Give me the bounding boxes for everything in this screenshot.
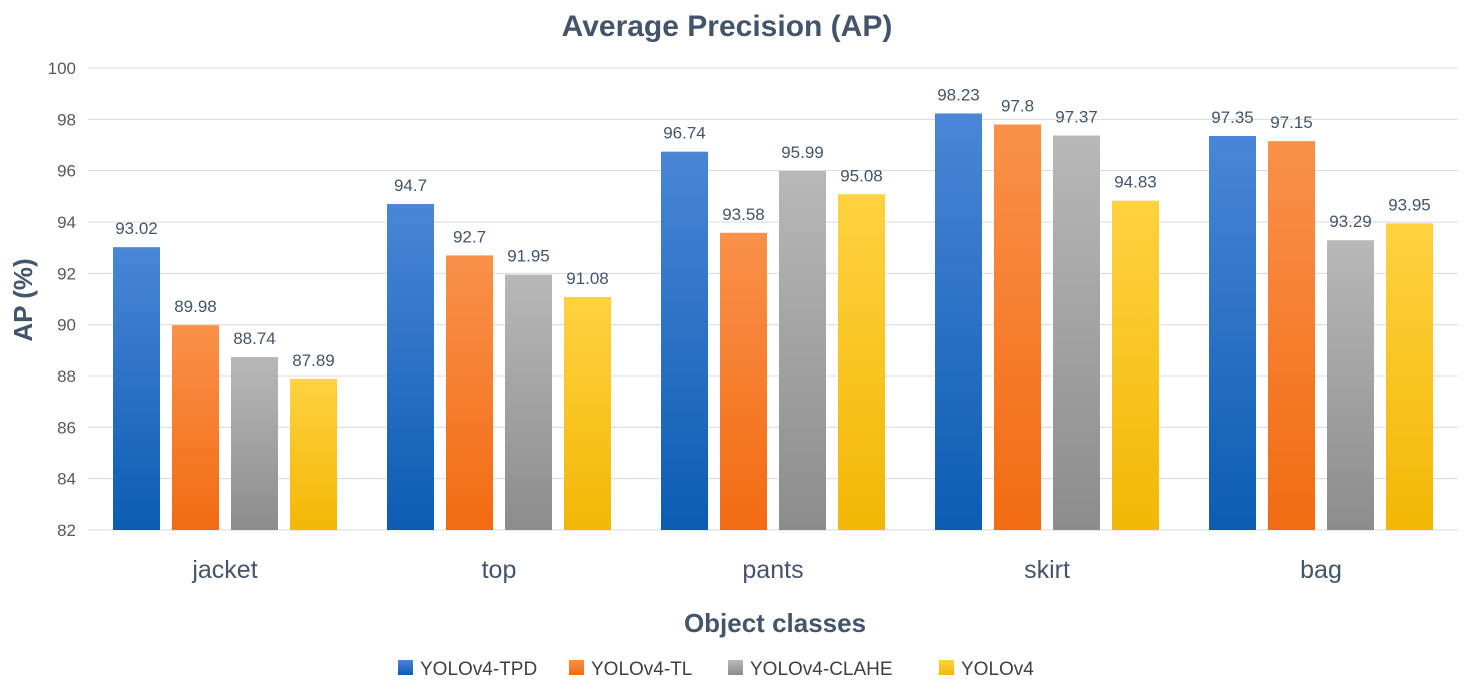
bar-jacket-yolov4-tpd <box>113 247 160 531</box>
y-tick-label: 82 <box>57 521 76 540</box>
data-label: 94.7 <box>394 176 427 195</box>
data-label: 91.95 <box>507 247 550 266</box>
data-label: 96.74 <box>663 124 706 143</box>
x-axis-ticks: jacket top pants skirt bag <box>191 556 1342 584</box>
bar-skirt-yolov4-tpd <box>935 113 982 531</box>
data-label: 88.74 <box>233 329 276 348</box>
bar-jacket-yolov4-clahe <box>231 357 278 530</box>
x-tick-label-skirt: skirt <box>1024 556 1070 584</box>
data-label: 97.35 <box>1211 108 1254 127</box>
bar-top-yolov4 <box>564 296 611 530</box>
bar-jacket-yolov4-tl <box>172 325 219 530</box>
bar-pants-yolov4-tpd <box>661 151 708 530</box>
data-label: 97.15 <box>1270 113 1313 132</box>
legend-label: YOLOv4 <box>961 659 1034 680</box>
bar-bag-yolov4-tl <box>1268 141 1315 530</box>
x-tick-label-jacket: jacket <box>191 556 257 584</box>
legend-label: YOLOv4-CLAHE <box>750 659 893 680</box>
bar-pants-yolov4-tl <box>720 232 767 530</box>
data-label: 93.02 <box>115 219 158 238</box>
bar-bag-yolov4-tpd <box>1209 136 1256 530</box>
legend-swatch <box>728 660 743 675</box>
y-tick-label: 100 <box>48 59 76 78</box>
bar-top-yolov4-tl <box>446 255 493 530</box>
data-label: 92.7 <box>453 227 486 246</box>
bar-skirt-yolov4-tl <box>994 124 1041 530</box>
legend: YOLOv4-TPD YOLOv4-TL YOLOv4-CLAHE YOLOv4 <box>398 659 1034 680</box>
y-tick-label: 90 <box>57 316 76 335</box>
bar-jacket-yolov4 <box>290 378 337 530</box>
y-tick-label: 94 <box>57 213 76 232</box>
data-label: 89.98 <box>174 297 217 316</box>
bar-pants-yolov4 <box>838 194 885 530</box>
x-tick-label-pants: pants <box>742 556 803 584</box>
x-axis-title: Object classes <box>684 608 866 638</box>
bar-bag-yolov4-clahe <box>1327 240 1374 530</box>
y-tick-label: 86 <box>57 418 76 437</box>
bar-bag-yolov4 <box>1386 223 1433 531</box>
y-tick-label: 98 <box>57 110 76 129</box>
legend-swatch <box>569 660 584 675</box>
bar-skirt-yolov4 <box>1112 200 1159 531</box>
bars <box>113 113 1433 531</box>
data-label: 91.08 <box>566 269 609 288</box>
data-label: 95.08 <box>840 166 883 185</box>
data-label: 93.95 <box>1388 195 1431 214</box>
bar-pants-yolov4-clahe <box>779 170 826 530</box>
data-label: 95.99 <box>781 143 824 162</box>
chart-title: Average Precision (AP) <box>562 10 893 43</box>
y-axis-ticks: 82 84 86 88 90 92 94 96 98 100 <box>48 59 76 540</box>
x-tick-label-top: top <box>482 556 517 584</box>
data-label: 97.8 <box>1001 96 1034 115</box>
data-label: 93.58 <box>722 205 765 224</box>
y-axis-title: AP (%) <box>8 258 38 341</box>
bar-top-yolov4-tpd <box>387 204 434 531</box>
legend-label: YOLOv4-TPD <box>420 659 537 680</box>
data-label: 98.23 <box>937 85 980 104</box>
x-tick-label-bag: bag <box>1300 556 1342 584</box>
bar-skirt-yolov4-clahe <box>1053 135 1100 530</box>
data-labels: 93.02 89.98 88.74 87.89 94.7 92.7 91.95 91.08 96… <box>115 85 1431 369</box>
data-label: 94.83 <box>1114 173 1157 192</box>
bar-top-yolov4-clahe <box>505 274 552 530</box>
y-tick-label: 88 <box>57 367 76 386</box>
y-tick-label: 84 <box>57 470 76 489</box>
legend-label: YOLOv4-TL <box>591 659 692 680</box>
y-tick-label: 96 <box>57 162 76 181</box>
data-label: 93.29 <box>1329 212 1372 231</box>
data-label: 97.37 <box>1055 108 1098 127</box>
data-label: 87.89 <box>292 351 335 370</box>
legend-swatch <box>398 660 413 675</box>
y-tick-label: 92 <box>57 264 76 283</box>
legend-swatch <box>939 660 954 675</box>
